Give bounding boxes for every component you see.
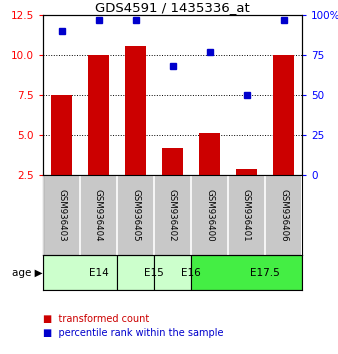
Bar [88, 55, 109, 175]
Text: ■  percentile rank within the sample: ■ percentile rank within the sample [43, 328, 223, 338]
Text: GSM936405: GSM936405 [131, 189, 140, 241]
Text: age ▶: age ▶ [13, 268, 43, 278]
Bar [191, 255, 302, 290]
Text: GSM936400: GSM936400 [205, 189, 214, 241]
Text: E16: E16 [181, 268, 201, 278]
Text: GSM936401: GSM936401 [242, 189, 251, 241]
Bar [236, 169, 257, 175]
Bar [162, 148, 183, 175]
Text: ■  transformed count: ■ transformed count [43, 314, 149, 324]
Text: GSM936403: GSM936403 [57, 189, 66, 241]
Bar [51, 95, 72, 175]
Text: E14: E14 [89, 268, 108, 278]
Text: GSM936404: GSM936404 [94, 189, 103, 241]
Bar [125, 46, 146, 175]
Bar [154, 255, 191, 290]
Text: E17.5: E17.5 [250, 268, 280, 278]
Bar [199, 133, 220, 175]
Text: GSM936402: GSM936402 [168, 189, 177, 241]
Title: GDS4591 / 1435336_at: GDS4591 / 1435336_at [95, 1, 250, 14]
Bar [43, 255, 117, 290]
Bar [273, 55, 294, 175]
Text: GSM936406: GSM936406 [279, 189, 288, 241]
Bar [117, 255, 154, 290]
Text: E15: E15 [144, 268, 164, 278]
